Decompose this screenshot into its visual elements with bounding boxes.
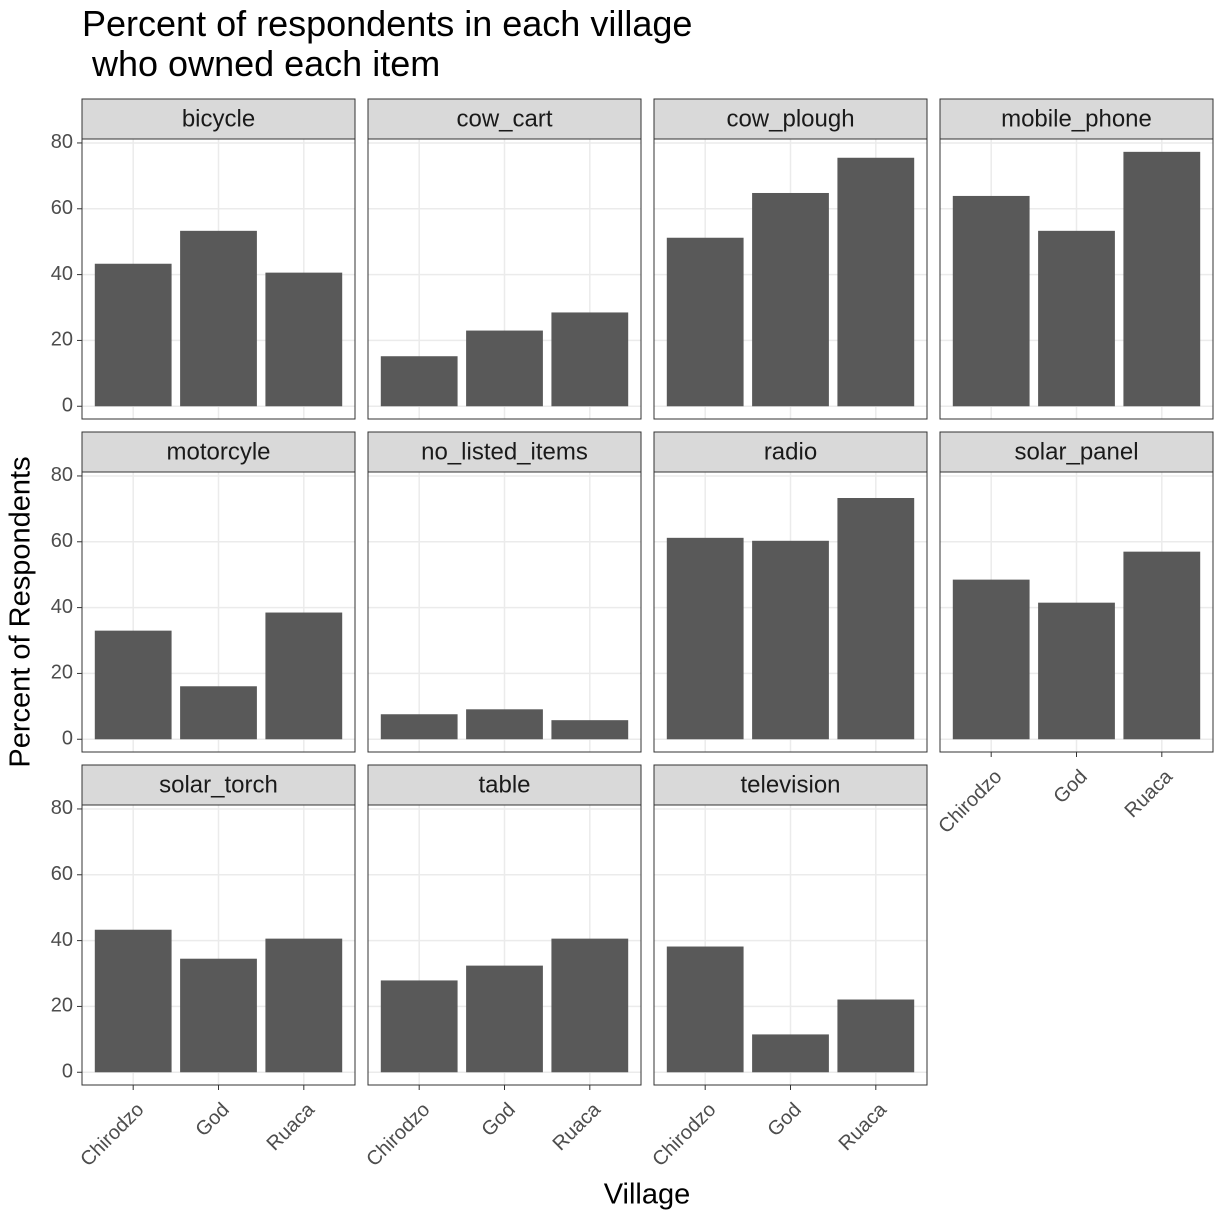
y-axis-title: Percent of Respondents [5,456,37,767]
x-tick-label: God [763,1099,805,1141]
x-tick-label: God [191,1099,233,1141]
strip-label: cow_cart [456,105,552,132]
bar [952,195,1030,407]
y-tick-label: 0 [62,1061,73,1083]
bar [837,498,915,740]
strip [367,764,642,806]
bar [94,630,172,740]
y-tick-label: 0 [62,395,73,417]
strip-label: bicycle [182,105,255,132]
y-tick-label: 60 [51,530,73,552]
x-tick-label: Ruaca [263,1098,320,1155]
strip-label: radio [764,438,817,465]
strip [653,98,928,140]
y-tick-label: 80 [51,797,73,819]
x-tick-label: Chirodzo [362,1099,434,1171]
x-tick-label: God [1049,766,1091,808]
strip [81,764,356,806]
bar [380,980,458,1073]
chart-title: Percent of respondents in each village w… [82,3,693,84]
y-tick-label: 0 [62,728,73,750]
bar [466,330,543,407]
strip-label: no_listed_items [421,438,588,465]
y-tick-label: 20 [51,995,73,1017]
y-tick-label: 60 [51,197,73,219]
bar [380,714,458,740]
strip [367,98,642,140]
bar [180,230,257,407]
strip-label: solar_torch [159,771,278,798]
strip [81,98,356,140]
bar [837,999,915,1073]
y-tick-label: 40 [51,596,73,618]
bar [180,686,257,740]
y-tick-label: 40 [51,263,73,285]
y-tick-label: 80 [51,131,73,153]
x-tick-label: Chirodzo [934,766,1006,838]
bar [551,938,629,1073]
bar [466,709,543,740]
y-tick-label: 60 [51,863,73,885]
strip-label: television [740,771,840,798]
x-tick-label: Chirodzo [648,1099,720,1171]
strip [367,431,642,473]
bar [265,938,343,1073]
x-axis-title: Village [604,1179,691,1211]
bar [752,192,829,407]
bar [666,537,744,740]
strip [939,431,1214,473]
bar [380,356,458,407]
bar [1038,230,1115,407]
bar [837,157,915,407]
strip [653,431,928,473]
strip [653,764,928,806]
bar [265,272,343,407]
bar [94,929,172,1073]
strip-label: table [478,771,530,798]
bar [1123,151,1201,407]
bar [1123,551,1201,740]
strip-label: mobile_phone [1001,105,1152,132]
x-tick-label: Ruaca [1121,765,1178,822]
x-tick-label: Ruaca [549,1098,606,1155]
y-tick-label: 20 [51,662,73,684]
bar [551,720,629,740]
bar [952,579,1030,740]
strip-label: cow_plough [726,105,854,132]
y-tick-label: 40 [51,929,73,951]
strip [939,98,1214,140]
x-tick-label: God [477,1099,519,1141]
bar [666,946,744,1073]
bar [265,612,343,740]
bar [666,237,744,407]
x-tick-label: Ruaca [835,1098,892,1155]
bar [1038,602,1115,740]
bar [551,312,629,407]
x-tick-label: Chirodzo [76,1099,148,1171]
bar [752,540,829,740]
bar [180,958,257,1073]
strip [81,431,356,473]
y-tick-label: 80 [51,464,73,486]
strip-label: motorcyle [166,438,270,465]
strip-label: solar_panel [1014,438,1138,465]
bar [466,965,543,1073]
bar [94,263,172,407]
y-tick-label: 20 [51,329,73,351]
bar [752,1034,829,1073]
